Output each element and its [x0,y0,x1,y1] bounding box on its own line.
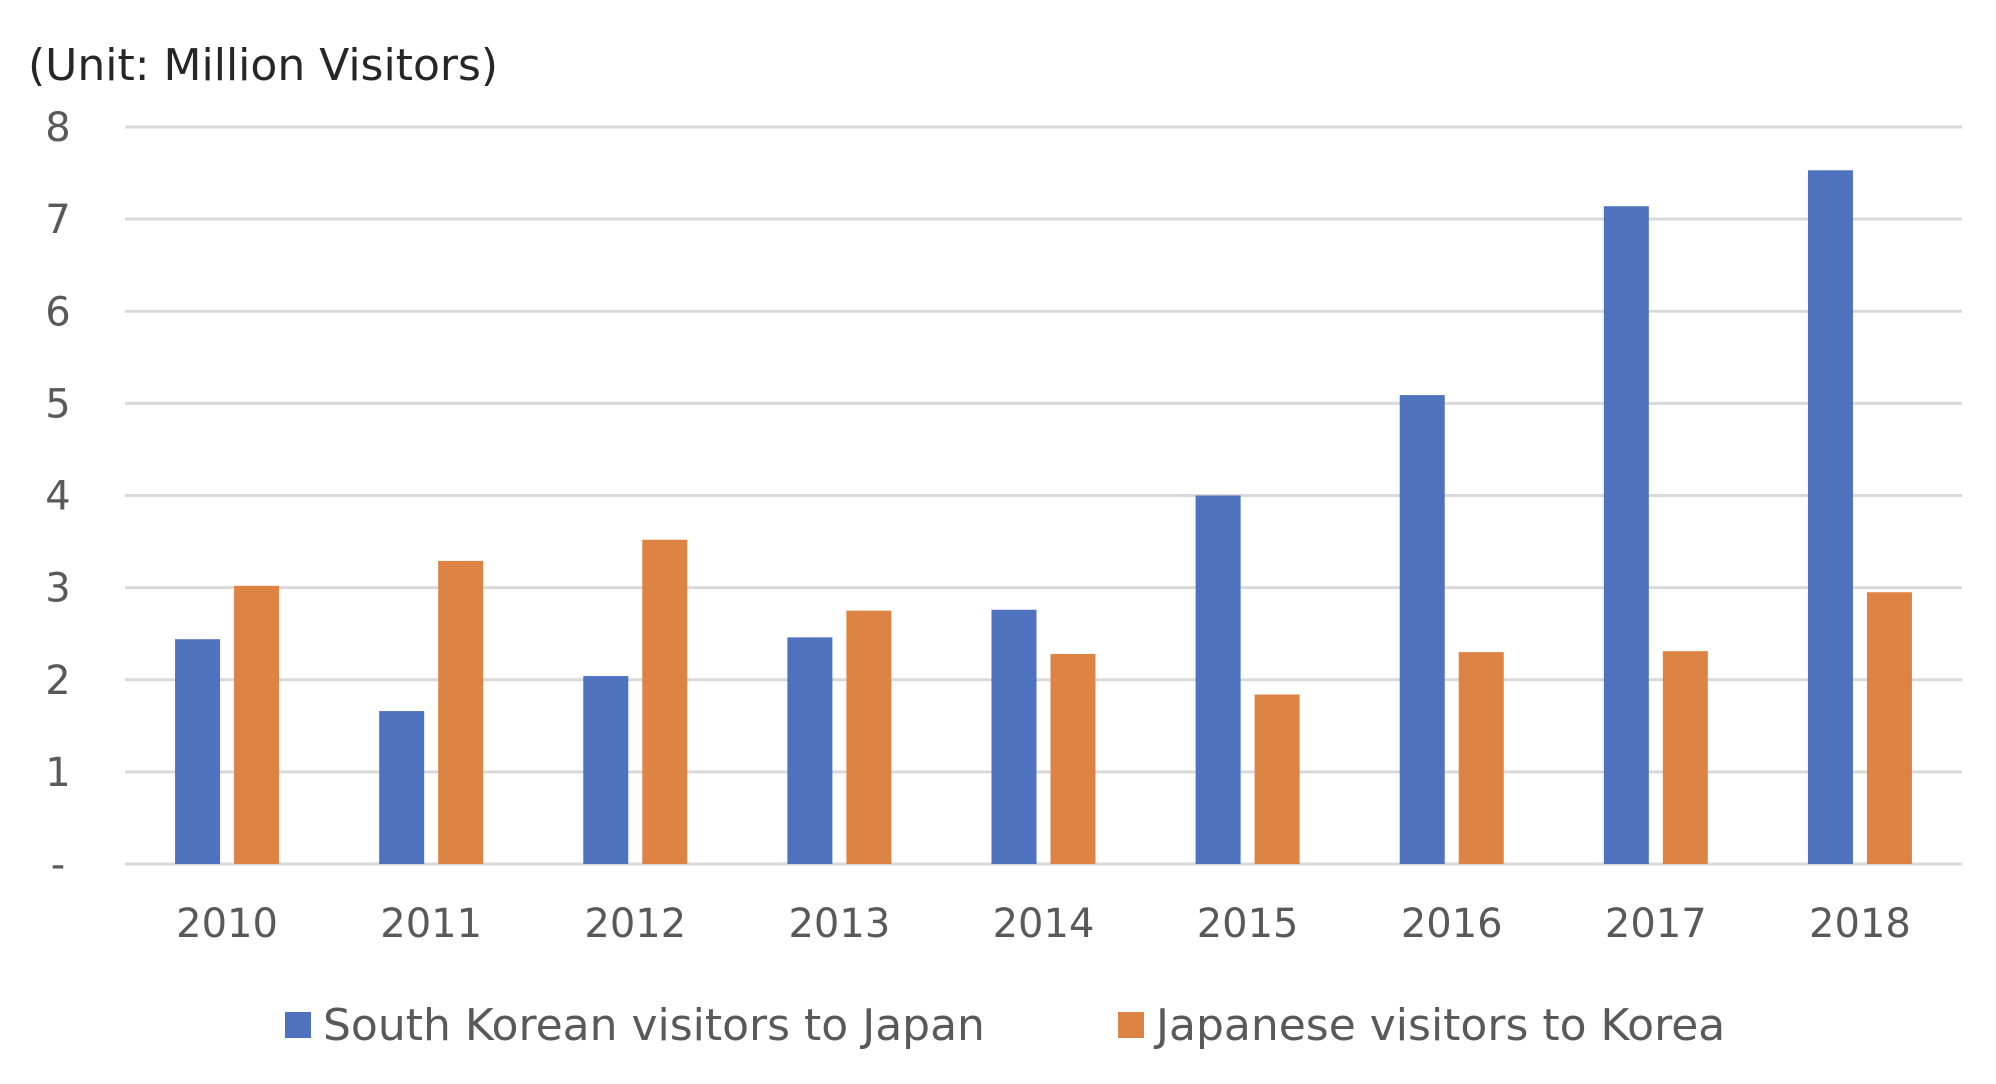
bar-japanese-to-korea-2011 [438,560,484,864]
bar-japanese-to-korea-2017 [1662,651,1708,864]
bar-japanese-to-korea-2010 [234,585,280,864]
bar-korean-to-japan-2011 [379,711,425,864]
bar-korean-to-japan-2016 [1399,395,1445,864]
legend-label-1: Japanese visitors to Korea [1153,1000,1725,1051]
x-tick-label: 2016 [1401,901,1503,947]
bar-korean-to-japan-2017 [1603,206,1649,865]
x-axis-ticks: 2010 2011 2012 2013 2014 2015 2016 2017 2018 [176,901,1911,947]
y-tick-label: - [51,842,65,888]
bar-korean-to-japan-2010 [175,639,221,864]
x-tick-label: 2014 [993,901,1095,947]
bar-korean-to-japan-2015 [1195,495,1241,864]
x-tick-label: 2013 [788,901,890,947]
y-tick-label: 8 [45,105,70,151]
x-tick-label: 2012 [584,901,686,947]
x-tick-label: 2010 [176,901,278,947]
legend-swatch-1 [1118,1012,1144,1038]
bar-japanese-to-korea-2012 [642,539,688,864]
bar-korean-to-japan-2013 [787,637,833,864]
y-tick-label: 6 [45,289,70,335]
legend-swatch-0 [285,1012,311,1038]
x-tick-label: 2018 [1809,901,1911,947]
bar-japanese-to-korea-2013 [846,610,892,864]
y-tick-label: 5 [45,381,70,427]
y-tick-label: 3 [45,566,70,612]
bar-korean-to-japan-2014 [991,609,1037,864]
bar-japanese-to-korea-2015 [1254,694,1300,864]
y-tick-label: 1 [45,750,70,796]
x-tick-label: 2011 [380,901,482,947]
bar-japanese-to-korea-2018 [1866,592,1912,864]
bars [175,170,1912,865]
x-tick-label: 2015 [1197,901,1299,947]
legend-label-0: South Korean visitors to Japan [323,1000,985,1051]
x-tick-label: 2017 [1605,901,1707,947]
y-axis-ticks: - 1 2 3 4 5 6 7 8 [45,105,70,888]
bar-japanese-to-korea-2014 [1050,653,1096,864]
y-tick-label: 4 [45,474,70,520]
legend: South Korean visitors to Japan Japanese v… [285,1000,1725,1051]
gridlines [125,125,1962,866]
y-tick-label: 2 [45,658,70,704]
bar-japanese-to-korea-2016 [1458,652,1504,864]
bar-korean-to-japan-2018 [1807,170,1853,864]
y-tick-label: 7 [45,197,70,243]
unit-label: (Unit: Million Visitors) [28,40,498,91]
bar-korean-to-japan-2012 [583,676,629,864]
